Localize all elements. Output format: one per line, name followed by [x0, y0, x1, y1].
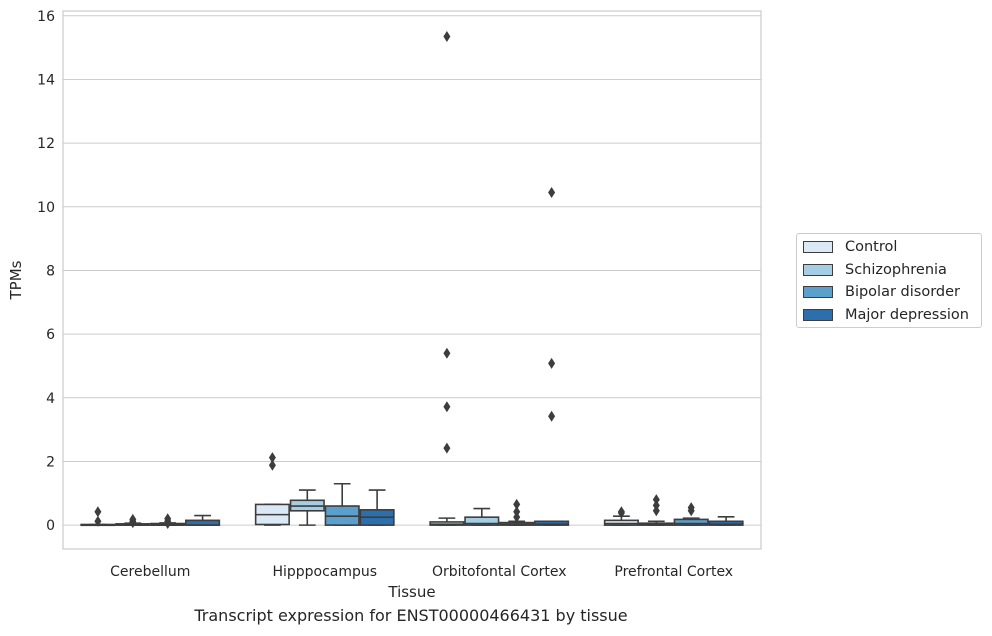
outlier-point [443, 347, 451, 359]
y-tick-label: 0 [46, 518, 55, 534]
legend-label: Major depression [845, 306, 969, 323]
legend-swatch [803, 286, 833, 298]
outlier-point [548, 410, 556, 422]
x-axis-label: Tissue [387, 583, 435, 601]
legend-item: Control [803, 237, 897, 257]
legend-swatch [803, 308, 833, 321]
y-tick-label: 2 [46, 454, 55, 470]
x-tick-label: Cerebellum [110, 564, 190, 580]
outlier-point [164, 513, 172, 525]
box [673, 518, 709, 526]
outlier-point [268, 459, 276, 471]
outlier-point [652, 494, 660, 506]
outlier-point [617, 506, 625, 518]
outlier-point [129, 513, 137, 525]
outlier-point [513, 506, 521, 518]
y-tick-label: 16 [37, 9, 55, 25]
legend-swatch [803, 263, 833, 276]
y-tick-label: 6 [46, 327, 55, 343]
x-tick-label: Hipppocampus [272, 564, 377, 580]
legend-item: Bipolar disorder [803, 282, 960, 302]
outlier-point [443, 401, 451, 413]
outlier-point [94, 506, 102, 518]
legend-item: Schizophrenia [803, 260, 947, 280]
legend-label: Control [845, 239, 898, 255]
outlier-point [513, 498, 521, 510]
legend-label: Bipolar disorder [845, 284, 960, 300]
outlier-point [443, 30, 451, 42]
y-axis-label: TPMs [7, 260, 25, 300]
outlier-point [268, 452, 276, 464]
outlier-point [548, 357, 556, 369]
plot-frame [62, 10, 762, 550]
outlier-point [443, 442, 451, 454]
y-tick-label: 14 [37, 72, 55, 88]
box [464, 516, 500, 526]
y-tick-label: 10 [37, 200, 55, 216]
legend-swatch [803, 241, 833, 253]
box [534, 520, 570, 526]
y-tick-label: 12 [37, 136, 55, 152]
box [708, 520, 744, 526]
y-tick-label: 4 [46, 391, 55, 407]
outlier-point [548, 186, 556, 198]
outlier-point [652, 499, 660, 511]
x-tick-label: Prefrontal Cortex [614, 564, 733, 580]
legend: Control Schizophrenia Bipolar disorder Majo… [796, 233, 982, 328]
outlier-point [94, 515, 102, 527]
legend-label: Schizophrenia [845, 261, 947, 278]
chart-title: Transcript expression for ENST0000046643… [194, 606, 628, 625]
y-tick-label: 8 [46, 263, 55, 279]
x-tick-label: Orbitofontal Cortex [432, 564, 567, 580]
legend-item: Major depression [803, 305, 969, 325]
outlier-point [687, 502, 695, 514]
